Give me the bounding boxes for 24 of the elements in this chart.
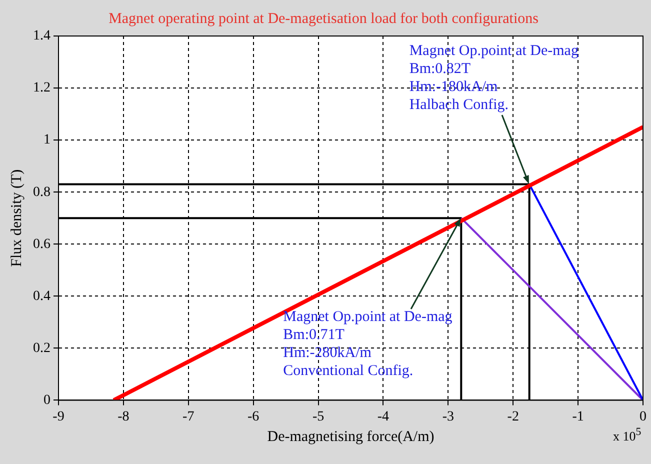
y-tick-label: 1 — [44, 132, 50, 148]
x-tick-label: -8 — [118, 409, 130, 424]
y-tick-label: 0.4 — [33, 288, 50, 304]
text: x 10$^{5}$ — [613, 426, 642, 445]
x-tick-label: -9 — [52, 409, 64, 424]
x-tick-label: -3 — [442, 409, 454, 424]
y-axis-title: Flux density (T) — [8, 169, 25, 267]
y-tick-label: 1.2 — [33, 80, 50, 96]
y-tick-label: 1.4 — [33, 28, 50, 44]
x-axis-title: De-magnetising force(A/m) — [267, 428, 434, 445]
x-tick-label: -2 — [507, 409, 519, 424]
x-tick-label: -6 — [247, 409, 260, 424]
y-tick-label: 0.2 — [33, 340, 50, 356]
x-tick-label: -1 — [572, 409, 584, 424]
annotation: Magnet Op.point at De-mag Bm:0.82T Hm:-180kA/m Halbach Config. — [409, 42, 578, 114]
x-tick-label: -7 — [182, 409, 194, 424]
x-tick-label: 0 — [640, 409, 646, 424]
y-tick-label: 0 — [44, 392, 50, 408]
chart-title: Magnet operating point at De-magetisation load for both configurations — [108, 10, 539, 27]
annotation: Magnet Op.point at De-mag Bm:0.71T Hm:-280kA/m Conventional Config. — [283, 308, 452, 380]
y-tick-label: 0.6 — [33, 236, 50, 252]
x-tick-label: -5 — [312, 409, 324, 424]
x-tick-label: -4 — [377, 409, 390, 424]
y-tick-label: 0.8 — [33, 184, 50, 200]
